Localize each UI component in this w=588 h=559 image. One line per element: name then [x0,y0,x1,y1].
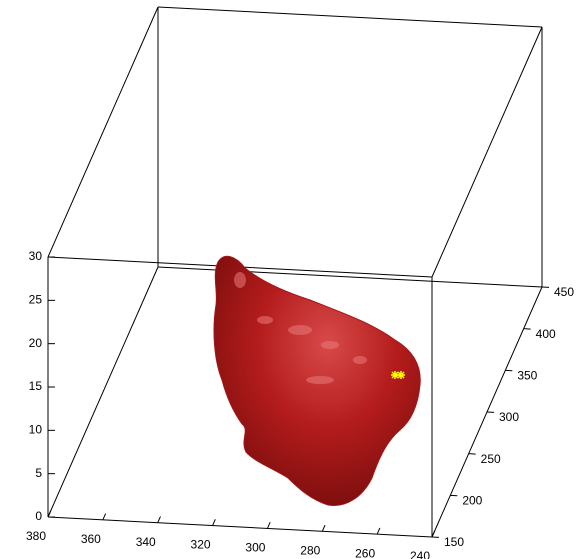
markers [391,371,405,379]
y-tick-label: 400 [536,327,556,341]
box-edge [48,7,158,257]
y-tick-label: 450 [554,285,574,299]
x-tick [158,516,161,522]
z-tick-label: 0 [35,509,42,523]
y-tick-label: 300 [499,410,519,424]
box-edge [48,517,432,537]
x-tick [322,525,325,531]
z-tick-label: 5 [35,466,42,480]
x-tick-label: 240 [410,549,430,559]
x-tick-label: 340 [136,535,156,549]
x-tick-label: 260 [355,546,375,559]
z-tick-label: 25 [29,293,43,307]
chart: 3803603403203002802602401502002503003504… [0,0,588,559]
x-tick [377,528,380,534]
x-tick [213,519,216,525]
x-tick-label: 360 [81,532,101,546]
z-tick-label: 10 [29,423,43,437]
x-tick-label: 280 [300,543,320,557]
box-edge [158,7,542,27]
x-tick [103,514,106,520]
z-tick-label: 20 [29,336,43,350]
box-edge [48,267,158,517]
z-tick-label: 30 [29,249,43,263]
y-tick-label: 150 [444,535,464,549]
y-tick-label: 200 [462,494,482,508]
box-edge [432,27,542,277]
x-tick-label: 300 [245,541,265,555]
x-tick-label: 380 [26,529,46,543]
y-tick-label: 250 [481,452,501,466]
y-tick-label: 350 [517,369,537,383]
x-tick-label: 320 [191,538,211,552]
x-tick [267,522,270,528]
z-tick-label: 15 [29,379,43,393]
